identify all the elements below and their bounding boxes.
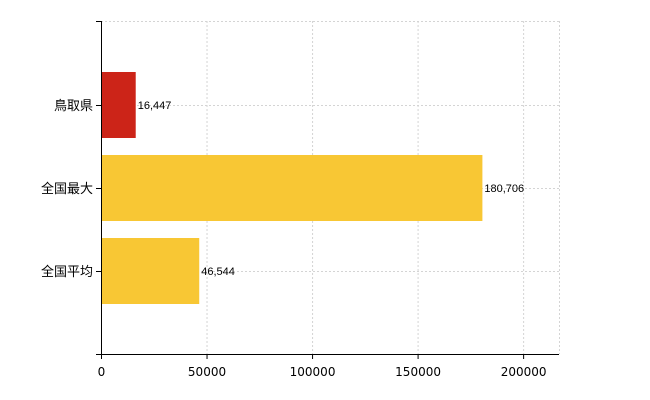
bars [102, 72, 483, 304]
x-tick-label-5: 200000 [501, 365, 547, 379]
x-tick-label-2: 50000 [188, 365, 226, 379]
x-tick-label-1: 0 [98, 365, 106, 379]
y-tick-label-2: 全国最大 [41, 181, 93, 197]
data-label-3: 46,544 [201, 266, 235, 278]
y-tick-label-1: 鳥取県 [54, 99, 93, 114]
x-tick-label-4: 150000 [395, 365, 441, 379]
y-tick-label-3: 全国平均 [41, 264, 93, 280]
bar-2 [102, 155, 483, 221]
bar-3 [102, 238, 200, 304]
axes [96, 21, 559, 359]
x-tick-label-3: 100000 [290, 365, 336, 379]
bar-1 [102, 72, 136, 138]
data-label-1: 16,447 [138, 100, 172, 112]
data-label-2: 180,706 [484, 183, 524, 195]
